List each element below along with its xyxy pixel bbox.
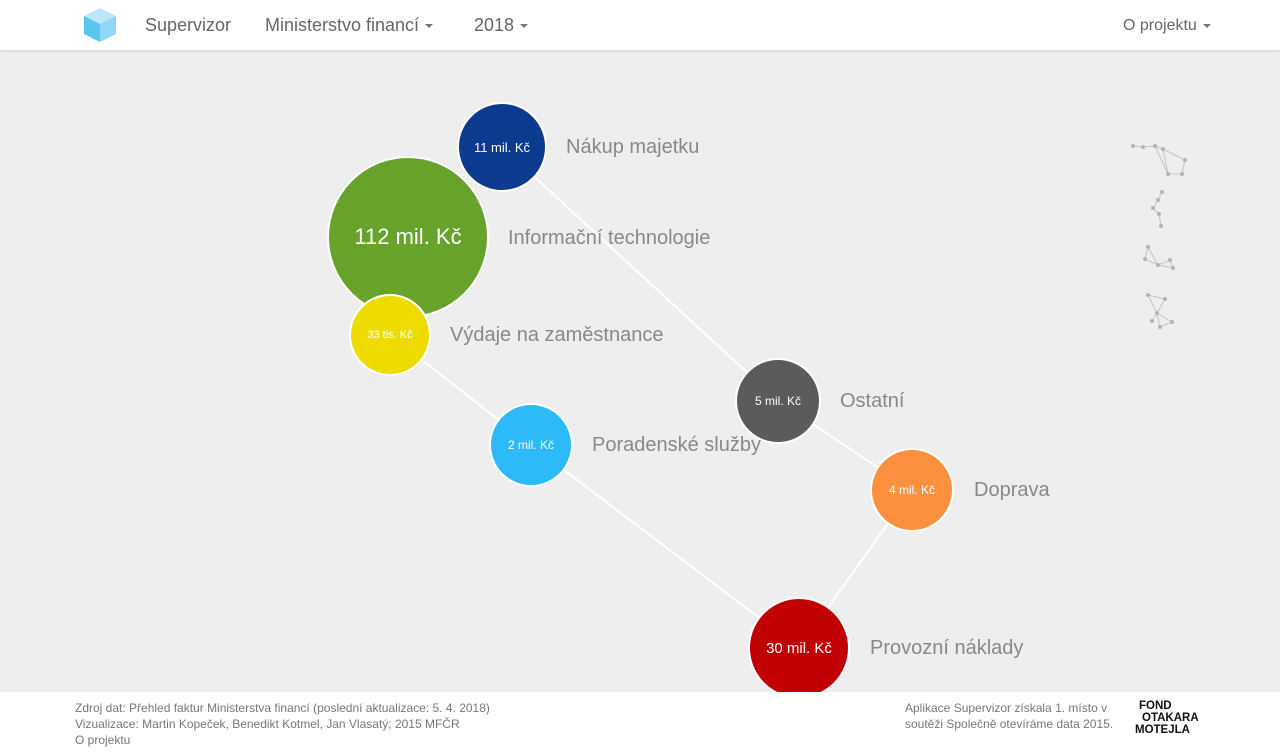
cube-icon[interactable] bbox=[83, 7, 117, 43]
bubble-value: 11 mil. Kč bbox=[473, 139, 531, 155]
chevron-down-icon bbox=[425, 24, 434, 29]
constellation-1-icon[interactable] bbox=[1130, 138, 1190, 183]
brand-link[interactable]: Supervizor bbox=[145, 15, 232, 35]
award-line-2: soutěži Společně otevíráme data 2015. bbox=[905, 717, 1114, 731]
bubble-label-nakup-majetku[interactable]: Nákup majetku bbox=[566, 136, 700, 158]
constellation-2-icon[interactable] bbox=[1145, 190, 1175, 230]
connector-line bbox=[501, 146, 779, 402]
bubble-label-informacni-technologie[interactable]: Informační technologie bbox=[508, 227, 711, 249]
chevron-down-icon bbox=[520, 24, 529, 29]
bubble-label-provozni-naklady[interactable]: Provozní náklady bbox=[870, 637, 1024, 659]
bubble-value: 33 tis. Kč bbox=[367, 329, 413, 341]
bubble-poradenske-sluzby[interactable]: 2 mil. Kč bbox=[489, 403, 573, 487]
bubble-label-doprava[interactable]: Doprava bbox=[974, 479, 1050, 501]
year-dropdown-label: 2018 bbox=[474, 15, 515, 35]
bubble-label-poradenske-sluzby[interactable]: Poradenské služby bbox=[592, 434, 761, 456]
fund-logo[interactable]: FOND OTAKARA MOTEJLA bbox=[1135, 700, 1199, 736]
bubble-label-vydaje-na-zamestnance[interactable]: Výdaje na zaměstnance bbox=[450, 324, 664, 346]
constellation-3-icon[interactable] bbox=[1140, 243, 1180, 278]
fund-logo-line: OTAKARA bbox=[1142, 712, 1199, 724]
bubble-nakup-majetku[interactable]: 11 mil. Kč bbox=[457, 102, 547, 192]
bubble-label-ostatni[interactable]: Ostatní bbox=[840, 390, 905, 412]
ministry-dropdown[interactable]: Ministerstvo financí bbox=[265, 0, 434, 50]
footer-about-link[interactable]: O projektu bbox=[75, 733, 131, 747]
fund-logo-line: FOND bbox=[1139, 700, 1172, 712]
bubble-visualization: 11 mil. Kč Nákup majetku 112 mil. Kč Inf… bbox=[0, 50, 1280, 699]
bubble-value: 4 mil. Kč bbox=[888, 483, 935, 497]
fund-logo-line: MOTEJLA bbox=[1135, 724, 1190, 736]
about-dropdown[interactable]: O projektu bbox=[1123, 0, 1211, 50]
footer-source: Zdroj dat: Přehled faktur Ministerstva f… bbox=[75, 701, 490, 715]
bubble-ostatni[interactable]: 5 mil. Kč bbox=[735, 358, 821, 444]
year-dropdown[interactable]: 2018 bbox=[474, 0, 529, 50]
bubble-provozni-naklady[interactable]: 30 mil. Kč bbox=[748, 597, 850, 699]
bubble-value: 112 mil. Kč bbox=[354, 224, 462, 249]
bubble-informacni-technologie[interactable]: 112 mil. Kč bbox=[327, 156, 489, 318]
footer: Zdroj dat: Přehled faktur Ministerstva f… bbox=[0, 692, 1280, 756]
ministry-dropdown-label: Ministerstvo financí bbox=[265, 15, 420, 35]
award-line-1: Aplikace Supervizor získala 1. místo v bbox=[905, 701, 1108, 715]
bubble-value: 5 mil. Kč bbox=[754, 394, 801, 408]
layout-switcher bbox=[1125, 138, 1195, 338]
bubble-vydaje-na-zamestnance[interactable]: 33 tis. Kč bbox=[349, 294, 431, 376]
footer-info: Zdroj dat: Přehled faktur Ministerstva f… bbox=[75, 700, 490, 748]
top-navbar: Supervizor Ministerstvo financí 2018 O p… bbox=[0, 0, 1280, 50]
footer-credits: Vizualizace: Martin Kopeček, Benedikt Ko… bbox=[75, 717, 460, 731]
chevron-down-icon bbox=[1202, 23, 1211, 28]
connector-line bbox=[530, 444, 800, 649]
bubble-value: 2 mil. Kč bbox=[507, 438, 554, 452]
bubble-doprava[interactable]: 4 mil. Kč bbox=[870, 448, 954, 532]
footer-award: Aplikace Supervizor získala 1. místo v s… bbox=[905, 700, 1113, 732]
about-dropdown-label: O projektu bbox=[1123, 17, 1197, 34]
bubble-value: 30 mil. Kč bbox=[766, 639, 832, 657]
constellation-4-icon[interactable] bbox=[1143, 291, 1178, 333]
